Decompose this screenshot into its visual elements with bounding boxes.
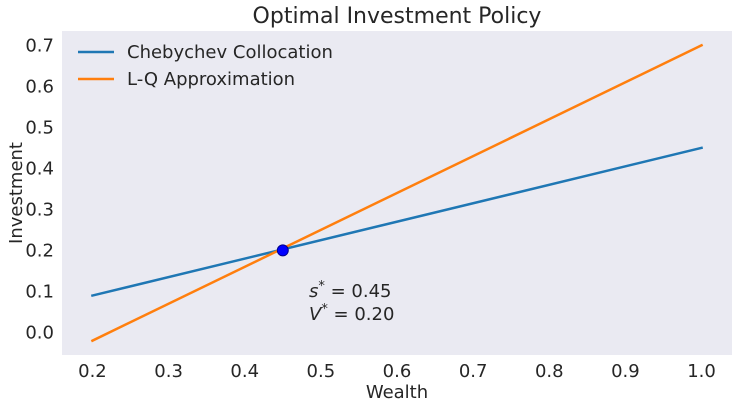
y-tick-label: 0.4 — [25, 158, 54, 179]
x-tick-label: 1.0 — [687, 361, 716, 382]
y-tick-label: 0.0 — [25, 322, 54, 343]
series-lines — [90, 43, 704, 343]
x-tick-label: 0.9 — [611, 361, 640, 382]
legend-label-lq-approximation: L-Q Approximation — [127, 69, 295, 90]
y-axis-label: Investment — [6, 142, 27, 244]
y-tick-label: 0.2 — [25, 240, 54, 261]
x-tick-label: 0.6 — [383, 361, 412, 382]
legend: Chebychev Collocation L-Q Approximation — [78, 42, 333, 90]
y-axis-ticks: 0.0 0.1 0.2 0.3 0.4 0.5 0.6 0.7 — [25, 35, 54, 343]
y-tick-label: 0.7 — [25, 35, 54, 56]
steady-state-s-annotation: s* = 0.45 — [309, 279, 392, 302]
chart-title: Optimal Investment Policy — [253, 4, 542, 29]
x-tick-label: 0.2 — [78, 361, 107, 382]
y-tick-label: 0.3 — [25, 199, 54, 220]
x-axis-label: Wealth — [366, 382, 428, 403]
x-axis-ticks: 0.2 0.3 0.4 0.5 0.6 0.7 0.8 0.9 1.0 — [78, 361, 716, 382]
legend-label-chebychev-collocation: Chebychev Collocation — [127, 42, 333, 63]
x-tick-label: 0.7 — [459, 361, 488, 382]
x-tick-label: 0.8 — [535, 361, 564, 382]
steady-state-point — [276, 244, 289, 257]
annotations: s* = 0.45V* = 0.20 — [309, 279, 394, 325]
x-tick-label: 0.3 — [154, 361, 183, 382]
x-tick-label: 0.5 — [307, 361, 336, 382]
series-line-lq-approximation — [90, 43, 704, 343]
y-tick-label: 0.1 — [25, 281, 54, 302]
steady-state-v-annotation: V* = 0.20 — [309, 302, 394, 325]
series-line-chebychev-collocation — [90, 146, 704, 298]
highlight-points — [276, 244, 289, 257]
x-tick-label: 0.4 — [230, 361, 259, 382]
y-tick-label: 0.5 — [25, 117, 54, 138]
y-tick-label: 0.6 — [25, 76, 54, 97]
